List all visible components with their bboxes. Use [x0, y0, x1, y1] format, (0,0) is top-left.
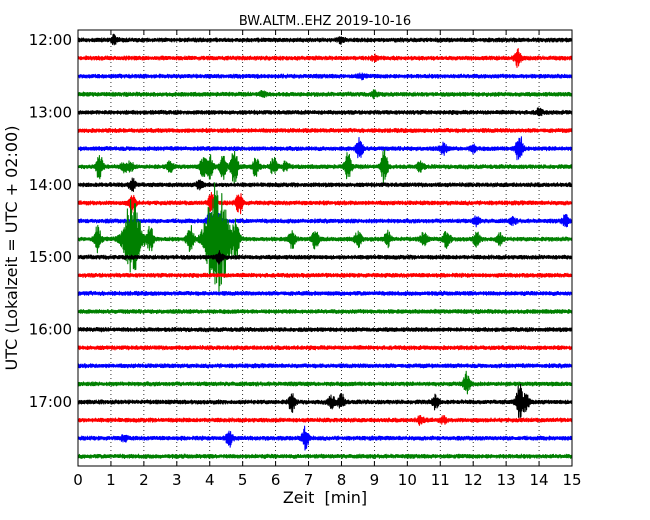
y-axis-label: UTC (Lokalzeit = UTC + 02:00)	[2, 126, 21, 371]
x-tick-label: 12	[464, 471, 483, 489]
x-axis-ticks: 0 1 2 3 4 5 6 7 8 9 10 11 12 13 14 15	[73, 30, 582, 489]
x-tick-label: 5	[238, 471, 248, 489]
trace-line	[77, 370, 573, 395]
y-tick-label: 13:00	[29, 103, 72, 121]
x-gridlines	[110, 30, 540, 466]
y-tick-label: 12:00	[29, 31, 72, 49]
x-tick-label: 11	[431, 471, 450, 489]
trace-line	[77, 250, 573, 265]
trace-line	[77, 453, 573, 460]
trace-line	[77, 363, 573, 369]
x-tick-label: 13	[497, 471, 516, 489]
trace-line	[77, 425, 573, 451]
trace-line	[77, 136, 573, 161]
trace-line	[77, 107, 573, 117]
trace-line	[77, 182, 573, 294]
y-tick-label: 17:00	[29, 393, 72, 411]
x-tick-label: 14	[530, 471, 549, 489]
y-tick-label: 15:00	[29, 248, 72, 266]
chart-title: BW.ALTM..EHZ 2019-10-16	[239, 14, 411, 29]
x-tick-label: 15	[562, 471, 581, 489]
trace-line	[77, 191, 573, 215]
x-axis-label: Zeit [min]	[283, 488, 367, 507]
trace-line	[77, 211, 573, 231]
x-tick-label: 1	[106, 471, 116, 489]
x-tick-label: 2	[139, 471, 149, 489]
trace-line	[77, 383, 573, 419]
plot-frame	[77, 29, 573, 467]
trace-line	[77, 290, 573, 297]
trace-line	[77, 177, 573, 193]
x-tick-label: 4	[205, 471, 215, 489]
trace-line	[77, 33, 573, 46]
x-tick-label: 6	[271, 471, 281, 489]
trace-line	[77, 47, 573, 68]
y-tick-label: 16:00	[29, 321, 72, 339]
x-tick-label: 0	[73, 471, 83, 489]
y-tick-label: 14:00	[29, 176, 72, 194]
x-tick-label: 9	[370, 471, 380, 489]
trace-line	[77, 127, 573, 134]
plot-area	[78, 30, 572, 466]
trace-line	[77, 89, 573, 100]
trace-line	[77, 272, 573, 279]
x-tick-label: 3	[172, 471, 182, 489]
y-axis-ticks: 12:00 13:00 14:00 15:00 16:00 17:00	[29, 31, 572, 411]
x-tick-label: 7	[304, 471, 314, 489]
trace-line	[77, 308, 573, 315]
trace-line	[77, 344, 573, 351]
trace-line	[77, 326, 573, 333]
seismogram-traces	[77, 33, 573, 460]
x-tick-label: 8	[337, 471, 347, 489]
trace-line	[77, 149, 573, 186]
x-tick-label: 10	[398, 471, 417, 489]
trace-line	[77, 72, 573, 81]
trace-line	[77, 414, 573, 426]
